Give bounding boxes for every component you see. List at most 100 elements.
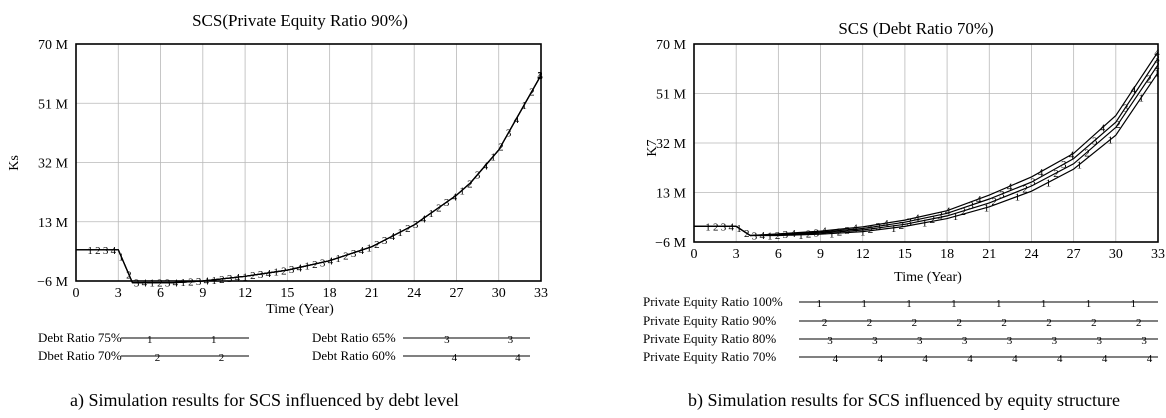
chart-b-caption: b) Simulation results for SCS influenced… bbox=[688, 390, 1120, 410]
series-marker-4: 4 bbox=[328, 255, 334, 267]
legend-marker: 3 bbox=[872, 335, 878, 347]
x-tick-label: 9 bbox=[817, 247, 824, 262]
series-end-marker-1: 1 bbox=[1154, 68, 1160, 80]
series-marker-4: 4 bbox=[266, 268, 272, 280]
x-tick-label: 24 bbox=[1024, 247, 1038, 262]
series-marker-1: 1 bbox=[1107, 135, 1113, 147]
legend-marker: 4 bbox=[833, 353, 839, 365]
series-marker-3: 3 bbox=[752, 230, 758, 242]
legend-label: Debt Ratio 75% bbox=[38, 330, 122, 345]
series-marker-2: 2 bbox=[991, 196, 997, 208]
series-marker-1: 1 bbox=[798, 230, 804, 242]
series-marker-1: 1 bbox=[490, 152, 496, 164]
series-marker-3: 3 bbox=[320, 257, 326, 269]
x-tick-label: 27 bbox=[1067, 247, 1081, 262]
series-marker-3: 3 bbox=[783, 229, 789, 241]
legend-label: Private Equity Ratio 90% bbox=[643, 313, 776, 328]
series-marker-3: 3 bbox=[506, 128, 512, 140]
series-marker-2: 2 bbox=[405, 223, 411, 235]
x-tick-label: 21 bbox=[982, 247, 996, 262]
series-marker-2: 2 bbox=[436, 203, 442, 215]
chart-a-grid bbox=[75, 43, 542, 282]
x-tick-label: 15 bbox=[898, 247, 912, 262]
chart-b: SCS (Debt Ratio 70%) K7 Time (Year) 1 1 1 1… bbox=[643, 19, 1165, 365]
legend-marker: 4 bbox=[877, 353, 883, 365]
y-tick-label: −6 M bbox=[655, 236, 686, 251]
series-marker-3: 3 bbox=[845, 225, 851, 237]
legend-marker: 2 bbox=[822, 317, 828, 329]
chart-b-xlabel: Time (Year) bbox=[894, 270, 962, 285]
series-marker-4: 4 bbox=[173, 278, 179, 290]
legend-marker: 3 bbox=[917, 335, 923, 347]
y-tick-label: 13 M bbox=[38, 216, 69, 231]
series-marker-4: 4 bbox=[111, 245, 117, 257]
legend-label: Private Equity Ratio 80% bbox=[643, 331, 776, 346]
series-marker-4: 4 bbox=[1007, 181, 1013, 193]
legend-marker: 4 bbox=[1102, 353, 1108, 365]
legend-marker: 2 bbox=[155, 352, 161, 364]
legend-marker: 2 bbox=[1136, 317, 1142, 329]
legend-marker: 1 bbox=[1086, 298, 1092, 310]
series-marker-3: 3 bbox=[382, 235, 388, 247]
series-marker-1: 1 bbox=[922, 218, 928, 230]
series-marker-2: 2 bbox=[806, 229, 812, 241]
series-marker-1: 1 bbox=[984, 203, 990, 215]
legend-marker: 3 bbox=[827, 335, 833, 347]
legend-label: Dbet Ratio 70% bbox=[38, 348, 122, 363]
series-marker-4: 4 bbox=[976, 194, 982, 206]
series-marker-3: 3 bbox=[444, 197, 450, 209]
series-marker-3: 3 bbox=[413, 219, 419, 231]
series-marker-1: 1 bbox=[304, 261, 310, 273]
series-marker-3: 3 bbox=[937, 210, 943, 222]
series-marker-3: 3 bbox=[999, 189, 1005, 201]
legend-marker: 4 bbox=[515, 352, 521, 364]
x-tick-label: 18 bbox=[940, 247, 954, 262]
legend-marker: 2 bbox=[219, 352, 225, 364]
series-marker-2: 2 bbox=[713, 221, 719, 233]
chart-a-caption: a) Simulation results for SCS influenced… bbox=[70, 390, 459, 410]
series-marker-4: 4 bbox=[452, 192, 458, 204]
series-marker-3: 3 bbox=[103, 245, 109, 257]
series-marker-1: 1 bbox=[829, 228, 835, 240]
legend-marker: 3 bbox=[1141, 335, 1147, 347]
series-end-marker-2: 2 bbox=[1154, 60, 1160, 72]
legend-marker: 2 bbox=[956, 317, 962, 329]
series-marker-4: 4 bbox=[821, 226, 827, 238]
series-marker-2: 2 bbox=[374, 239, 380, 251]
series-marker-1: 1 bbox=[180, 277, 186, 289]
series-marker-1: 1 bbox=[1046, 177, 1052, 189]
legend-marker: 3 bbox=[508, 334, 514, 346]
series-marker-1: 1 bbox=[366, 243, 372, 255]
series-marker-3: 3 bbox=[258, 269, 264, 281]
legend-label: Private Equity Ratio 100% bbox=[643, 294, 783, 309]
legend-label: Debt Ratio 60% bbox=[312, 348, 396, 363]
series-marker-4: 4 bbox=[945, 205, 951, 217]
x-tick-label: 27 bbox=[449, 286, 463, 301]
series-marker-2: 2 bbox=[837, 227, 843, 239]
series-marker-3: 3 bbox=[814, 227, 820, 239]
series-marker-1: 1 bbox=[149, 278, 155, 290]
legend-marker: 1 bbox=[906, 298, 912, 310]
series-marker-2: 2 bbox=[899, 220, 905, 232]
legend-marker: 1 bbox=[951, 298, 957, 310]
chart-b-grid bbox=[693, 43, 1159, 243]
series-marker-1: 1 bbox=[459, 185, 465, 197]
series-marker-1: 1 bbox=[242, 271, 248, 283]
series-marker-4: 4 bbox=[1069, 150, 1075, 162]
series-marker-1: 1 bbox=[335, 253, 341, 265]
chart-a: SCS(Private Equity Ratio 90%) Ks Time (Y… bbox=[7, 11, 548, 364]
series-marker-1: 1 bbox=[1077, 160, 1083, 172]
series-marker-2: 2 bbox=[1146, 73, 1152, 85]
series-marker-3: 3 bbox=[906, 216, 912, 228]
series-marker-2: 2 bbox=[961, 206, 967, 218]
legend-marker: 4 bbox=[967, 353, 973, 365]
x-tick-label: 12 bbox=[856, 247, 870, 262]
chart-b-legend: Private Equity Ratio 100% 1 1 1 1 1 1 1 1 Private… bbox=[643, 294, 1158, 365]
chart-a-ylabel: Ks bbox=[7, 155, 22, 171]
series-marker-4: 4 bbox=[142, 278, 148, 290]
series-marker-2: 2 bbox=[1115, 119, 1121, 131]
series-marker-1: 1 bbox=[273, 267, 279, 279]
series-marker-4: 4 bbox=[483, 161, 489, 173]
